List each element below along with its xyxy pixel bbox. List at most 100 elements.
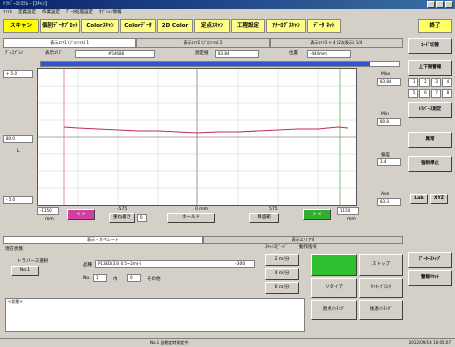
menu-item[interactable]: 作業設定 bbox=[42, 10, 60, 15]
x-left-value: -1150 bbox=[37, 207, 59, 215]
no-value: 1 bbox=[93, 274, 107, 282]
alarm-num[interactable]: 6 bbox=[419, 88, 430, 98]
tab-operate[interactable]: 表示・オペレート bbox=[3, 236, 203, 244]
status-bar: No.1 自動定時測定中 2012/09/14 16:05:07 bbox=[0, 338, 455, 347]
code-switch-button[interactable]: ｺｰﾄﾞ切替 bbox=[408, 38, 452, 54]
menu-item[interactable]: ﾃﾞｰﾀ処理設定 bbox=[66, 10, 93, 15]
start-button[interactable] bbox=[311, 254, 357, 276]
hold-button[interactable]: ホールド bbox=[167, 213, 215, 223]
backward-inching-button[interactable]: 後退ｲﾝﾁﾝｸﾞ bbox=[359, 300, 403, 320]
speed-title: ｽｷｬﾝｽﾋﾟｰﾄﾞ bbox=[265, 245, 288, 250]
traverse-select-label: トラバース選択 bbox=[17, 259, 49, 264]
tool-datanet-button[interactable]: ﾃﾞｰﾀ ﾈｯﾄ bbox=[307, 19, 341, 33]
profile-plot[interactable] bbox=[37, 68, 357, 206]
scan-progress-fill bbox=[41, 62, 371, 66]
position-label: 位置 bbox=[289, 51, 298, 56]
tool-analog-button[interactable]: ｱﾅｰﾛｸﾞｽｷｬﾝ bbox=[266, 19, 306, 33]
minimize-icon[interactable] bbox=[427, 1, 435, 8]
x-axis-controls: -1150 mm < > -575 重ね書き 0 0 mm ホールド 575 目… bbox=[37, 207, 397, 225]
profile-trace bbox=[63, 126, 349, 134]
width-label: 巾 bbox=[113, 277, 118, 282]
tool-2dcolor-button[interactable]: 2D Color bbox=[157, 19, 193, 33]
speed-4m-button[interactable]: 4 m/分 bbox=[265, 268, 299, 280]
product-label: 品種 bbox=[83, 263, 92, 268]
overwrite-count[interactable]: 0 bbox=[137, 214, 147, 222]
area-label: 表示ｴﾘｱ bbox=[45, 51, 61, 56]
menu-bar: ﾌｧｲﾙ 定義設定 作業設定 ﾃﾞｰﾀ処理設定 ｵﾌﾟｼｮﾝ情報 bbox=[0, 9, 455, 17]
menu-item[interactable]: ﾌｧｲﾙ bbox=[3, 10, 12, 15]
speed-2m-button[interactable]: 2 m/分 bbox=[265, 254, 299, 266]
alarm-num[interactable]: 5 bbox=[408, 88, 419, 98]
x-left-unit: mm bbox=[45, 217, 54, 222]
x-mid-left-value: -575 bbox=[117, 207, 128, 212]
status-title: 現在状態 bbox=[5, 247, 23, 252]
scan-progress-bar bbox=[40, 61, 400, 67]
status-datetime: 2012/09/14 16:05:07 bbox=[408, 340, 451, 345]
alarm-num[interactable]: 8 bbox=[441, 88, 452, 98]
lab-mode-button[interactable]: Lab bbox=[410, 194, 428, 204]
alarm-num[interactable]: 3 bbox=[430, 78, 441, 87]
max-value: 83.84 bbox=[377, 78, 401, 86]
status-center-text: No.1 自動定時測定中 bbox=[150, 340, 189, 345]
operation-title: 動作指令 bbox=[299, 245, 317, 250]
min-label: Min bbox=[381, 112, 389, 117]
status-log[interactable]: <状態> bbox=[5, 298, 305, 332]
alarm-reset-button[interactable]: 警報ﾘｾｯﾄ bbox=[408, 270, 452, 286]
overwrite-button[interactable]: 重ね書き bbox=[109, 213, 135, 223]
deviation-label: 偏差 bbox=[381, 153, 390, 158]
tool-colordata-button[interactable]: Colorﾃﾞｰﾀ bbox=[120, 19, 156, 33]
origin-inching-button[interactable]: 原点ｲﾝﾁﾝｸﾞ bbox=[311, 300, 357, 320]
x-right-value: 1150 bbox=[337, 207, 359, 215]
abnormal-indicator: 異常 bbox=[408, 132, 452, 148]
xyz-mode-button[interactable]: XYZ bbox=[430, 194, 448, 204]
tool-fixedscan-button[interactable]: 定点ｽｷｬﾝ bbox=[194, 19, 230, 33]
measure-label: 測定値 bbox=[195, 51, 209, 56]
maximize-icon[interactable] bbox=[436, 1, 444, 8]
alarm-num[interactable]: 1 bbox=[408, 78, 419, 87]
close-icon[interactable] bbox=[445, 1, 453, 8]
y-mid-unit: L bbox=[17, 149, 20, 154]
alarm-num[interactable]: 2 bbox=[419, 78, 430, 87]
traverse-measure-button[interactable]: ﾄﾗﾊﾞｰｽ測定 bbox=[408, 102, 452, 118]
area-value: #54688 bbox=[75, 50, 155, 58]
speed-6m-button[interactable]: 6 m/分 bbox=[265, 282, 299, 294]
alarm-num[interactable]: 7 bbox=[430, 88, 441, 98]
average-label: Ave bbox=[381, 192, 390, 197]
tab-area3[interactable]: 表示ｴﾘｱ3 + 4 (2次表示) 1/4 bbox=[269, 38, 403, 48]
deviation-value: 3.4 bbox=[377, 158, 401, 166]
traverse-select[interactable]: No.1 bbox=[11, 266, 39, 276]
tool-colorscan-button[interactable]: Colorｽｷｬﾝ bbox=[81, 19, 119, 33]
exit-button[interactable]: 終了 bbox=[418, 19, 452, 33]
shift-right-button[interactable]: > < bbox=[303, 209, 331, 220]
retire-button[interactable]: リタイア bbox=[311, 278, 357, 298]
alarm-num[interactable]: 4 bbox=[441, 78, 452, 87]
tool-scan-button[interactable]: スキャン bbox=[3, 19, 39, 33]
force-stop-button[interactable]: 強制停止 bbox=[408, 156, 452, 172]
shift-left-button[interactable]: < > bbox=[67, 209, 95, 220]
scale-range-button[interactable]: 目盛範 bbox=[249, 213, 279, 223]
stop-button[interactable]: ストップ bbox=[359, 254, 403, 276]
menu-item[interactable]: ｵﾌﾟｼｮﾝ情報 bbox=[99, 10, 122, 15]
tab-area4[interactable]: 表示エリア4 bbox=[203, 236, 403, 244]
max-label: Max bbox=[381, 72, 391, 77]
stats-panel: Max 83.84 Min 80.8 偏差 3.4 Ave 83.3 bbox=[357, 68, 402, 208]
width-value: 0 bbox=[127, 274, 141, 282]
measure-value: 83.84 bbox=[215, 50, 259, 58]
x-right-unit: mm bbox=[347, 217, 356, 222]
tab-area1[interactable]: 表示ｴﾘｱ1 (ﾌﾟﾛﾌｧｲﾙ) 1 bbox=[3, 38, 137, 48]
x-mid-value: 0 mm bbox=[195, 207, 209, 212]
window-controls bbox=[427, 1, 453, 8]
info-bar: ﾃﾞｨｽﾌﾟﾚｲ 表示ｴﾘｱ #54688 測定値 83.84 位置 -444m… bbox=[3, 49, 403, 60]
no-label: No. bbox=[83, 276, 91, 281]
profile-plot-svg bbox=[38, 69, 356, 205]
tool-process-button[interactable]: 工程設定 bbox=[231, 19, 265, 33]
menu-item[interactable]: 定義設定 bbox=[18, 10, 36, 15]
other-label: その他 bbox=[147, 277, 161, 282]
data-stop-button[interactable]: ﾃﾞｰﾀｰｽﾄｯﾌﾟ bbox=[408, 252, 452, 268]
center-block-button[interactable]: ｾﾝﾀｰﾌﾞﾛｯｸ bbox=[359, 278, 403, 298]
limit-alarm-button[interactable]: 上下限警報 bbox=[408, 60, 452, 76]
average-value: 83.3 bbox=[377, 198, 401, 206]
tool-plot-button[interactable]: 個別ﾃﾞｰﾀﾌﾟﾛｯﾄ bbox=[40, 19, 80, 33]
tab-area2[interactable]: 表示ｴﾘｱ2 (ﾌﾟﾛﾌｧｲﾙ) 2 bbox=[136, 38, 270, 48]
product-extra: -300 bbox=[235, 262, 246, 267]
